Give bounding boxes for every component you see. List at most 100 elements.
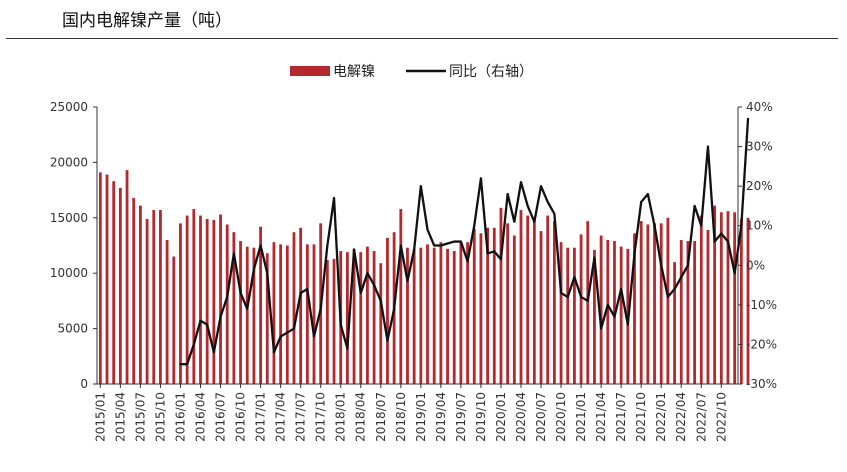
bar [232, 232, 236, 384]
bar [659, 223, 663, 384]
bar [372, 251, 376, 384]
bar [459, 243, 463, 384]
x-tick-label: 2017/07 [294, 392, 308, 442]
bar [312, 244, 316, 384]
bar [693, 241, 696, 384]
left-tick-label: 5000 [57, 322, 88, 336]
bar [586, 221, 590, 384]
bar [713, 205, 717, 384]
x-tick-label: 2022/10 [714, 392, 728, 442]
x-tick-label: 2018/01 [334, 392, 348, 442]
bar [145, 218, 149, 384]
bar [733, 212, 737, 384]
bar [172, 256, 176, 384]
bar [252, 247, 256, 384]
bar [379, 263, 383, 384]
bar [559, 242, 563, 384]
bar [212, 220, 216, 384]
x-tick-label: 2020/01 [494, 392, 508, 442]
bar [739, 218, 743, 384]
bar [606, 239, 610, 384]
x-tick-label: 2018/07 [374, 392, 388, 442]
x-tick-label: 2017/10 [314, 392, 328, 442]
bar [118, 187, 122, 384]
left-tick-label: 15000 [50, 211, 88, 225]
bar [506, 223, 510, 384]
bar [532, 218, 536, 384]
bar [546, 215, 550, 384]
right-tick-label: 20% [746, 179, 773, 193]
left-tick-label: 10000 [50, 266, 88, 280]
x-tick-label: 2019/01 [414, 392, 428, 442]
bar [472, 228, 476, 384]
bar [686, 241, 690, 384]
bar [599, 235, 603, 384]
bar [139, 205, 142, 384]
x-tick-label: 2021/04 [594, 392, 608, 442]
x-tick-label: 2021/07 [614, 392, 628, 442]
x-tick-label: 2019/10 [474, 392, 488, 442]
bar [539, 231, 543, 384]
bar [259, 226, 262, 384]
bar [112, 181, 116, 384]
bar [406, 247, 409, 384]
bar [619, 246, 623, 384]
x-tick-label: 2018/10 [394, 392, 408, 442]
x-tick-label: 2016/07 [214, 392, 228, 442]
bar [639, 221, 643, 384]
bar [512, 235, 516, 384]
bar [746, 217, 750, 384]
x-tick-label: 2015/10 [153, 392, 167, 442]
bar [579, 234, 583, 384]
bar [699, 215, 703, 384]
x-tick-label: 2020/07 [534, 392, 548, 442]
right-tick-label: 0% [746, 258, 765, 272]
right-tick-label: -10% [746, 298, 777, 312]
bar [179, 223, 182, 384]
x-tick-label: 2015/07 [133, 392, 147, 442]
bar [98, 172, 102, 384]
bar [573, 247, 576, 384]
bar [332, 258, 336, 384]
bar [452, 251, 456, 384]
bar [412, 248, 416, 384]
bar [566, 247, 570, 384]
bar [352, 248, 356, 384]
bar [492, 227, 496, 384]
bar [679, 239, 683, 384]
bar [272, 242, 276, 384]
bar [399, 208, 403, 384]
bar [386, 237, 389, 384]
yoy-line [179, 117, 750, 366]
bar [366, 246, 369, 384]
bar [345, 252, 349, 384]
chart-legend: 电解镍 同比（右轴） [290, 64, 533, 80]
bar [526, 215, 530, 384]
bar [486, 227, 490, 384]
bar [479, 233, 483, 384]
left-tick-label: 25000 [50, 100, 88, 114]
bar-series-nickel [98, 170, 750, 384]
x-tick-label: 2015/01 [93, 392, 107, 442]
x-tick-label: 2019/07 [454, 392, 468, 442]
bar [132, 197, 136, 384]
bar [299, 227, 303, 384]
bar [466, 242, 469, 384]
x-tick-label: 2022/04 [674, 392, 688, 442]
bar [279, 244, 283, 384]
bar [432, 247, 436, 384]
bar [192, 208, 196, 384]
x-tick-label: 2016/01 [173, 392, 187, 442]
bar [205, 218, 209, 384]
bar [245, 246, 249, 384]
bar [552, 221, 556, 384]
left-tick-label: 20000 [50, 155, 88, 169]
bar [653, 223, 656, 384]
bar [185, 215, 189, 384]
legend-label-line: 同比（右轴） [449, 64, 533, 80]
chart-title: 国内电解镍产量（吨） [62, 11, 232, 31]
bar [285, 245, 289, 384]
x-tick-label: 2020/10 [554, 392, 568, 442]
bar [165, 239, 169, 384]
bar [593, 249, 596, 384]
